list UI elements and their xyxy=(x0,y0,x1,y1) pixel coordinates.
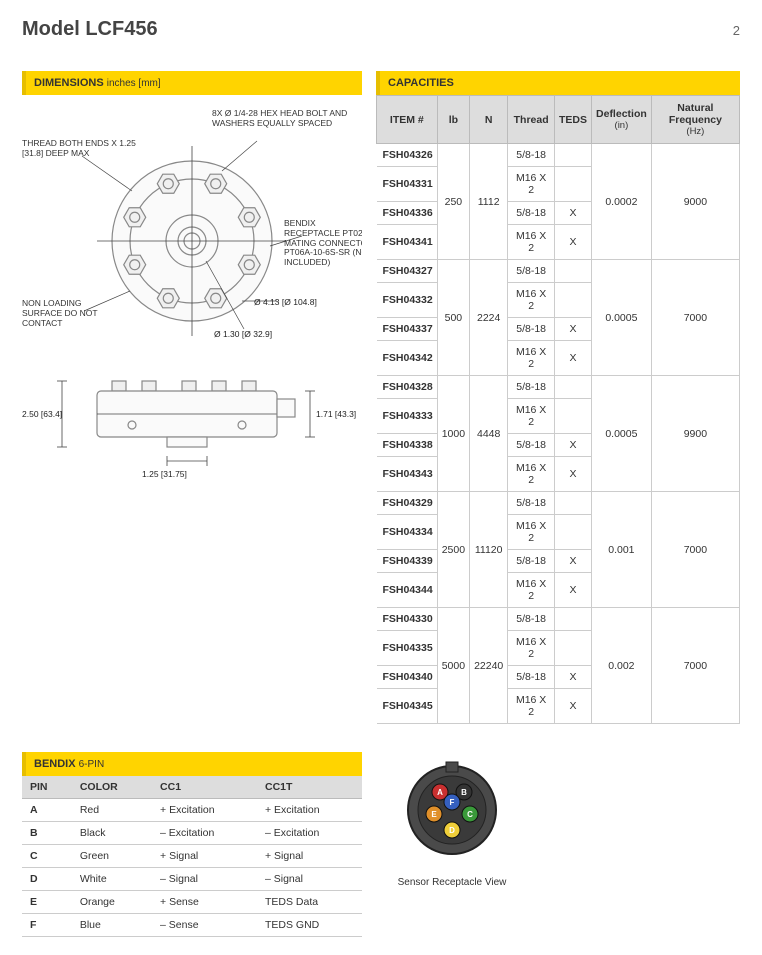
th-cc1: CC1 xyxy=(152,776,257,799)
th-teds: TEDS xyxy=(555,96,592,144)
svg-text:A: A xyxy=(437,788,443,797)
th-cc1t: CC1T xyxy=(257,776,362,799)
dim-h-boss: 1.25 [31.75] xyxy=(142,469,187,479)
capacities-title: CAPACITIES xyxy=(388,77,454,89)
th-color: COLOR xyxy=(72,776,152,799)
th-n: N xyxy=(470,96,508,144)
table-row: FBlue– SenseTEDS GND xyxy=(22,914,362,937)
dimensions-drawing: 8X Ø 1/4-28 HEX HEAD BOLT AND WASHERS EQ… xyxy=(22,101,362,524)
callout-bolts: 8X Ø 1/4-28 HEX HEAD BOLT AND WASHERS EQ… xyxy=(212,109,362,129)
th-freq: Natural Frequency(Hz) xyxy=(651,96,739,144)
table-row: BBlack– Excitation– Excitation xyxy=(22,822,362,845)
dim-h-body: 1.71 [43.3] xyxy=(316,409,356,419)
table-row: FSH043305000222405/8-180.0027000 xyxy=(377,608,740,631)
bendix-table: PIN COLOR CC1 CC1T ARed+ Excitation+ Exc… xyxy=(22,776,362,937)
capacities-table: ITEM # lb N Thread TEDS Deflection(in) N… xyxy=(376,95,740,724)
model-title: Model LCF456 xyxy=(22,18,158,41)
bendix-header: BENDIX 6-PIN xyxy=(22,752,362,776)
table-row: DWhite– Signal– Signal xyxy=(22,868,362,891)
svg-text:C: C xyxy=(467,810,473,819)
callout-thread: THREAD BOTH ENDS X 1.25 [31.8] DEEP MAX xyxy=(22,139,142,159)
callout-nonload: NON LOADING SURFACE DO NOT CONTACT xyxy=(22,299,112,328)
table-row: CGreen+ Signal+ Signal xyxy=(22,845,362,868)
svg-text:E: E xyxy=(431,810,437,819)
table-row: EOrange+ SenseTEDS Data xyxy=(22,891,362,914)
dimensions-header: DIMENSIONS inches [mm] xyxy=(22,71,362,95)
table-row: FSH0432625011125/8-180.00029000 xyxy=(377,144,740,167)
svg-text:F: F xyxy=(450,798,455,807)
table-row: FSH04328100044485/8-180.00059900 xyxy=(377,376,740,399)
table-row: FSH0432750022245/8-180.00057000 xyxy=(377,260,740,283)
th-lb: lb xyxy=(437,96,469,144)
dimensions-title: DIMENSIONS xyxy=(34,77,104,89)
capacities-header: CAPACITIES xyxy=(376,71,740,95)
th-thread: Thread xyxy=(508,96,555,144)
svg-text:B: B xyxy=(461,788,467,797)
dimensions-subtitle: inches [mm] xyxy=(107,78,161,89)
callout-bendix: BENDIX RECEPTACLE PT02E MATING CONNECTOR… xyxy=(284,219,362,268)
bendix-subtitle: 6-PIN xyxy=(79,759,105,770)
th-pin: PIN xyxy=(22,776,72,799)
bendix-title: BENDIX xyxy=(34,758,76,770)
th-defl: Deflection(in) xyxy=(592,96,652,144)
table-row: ARed+ Excitation+ Excitation xyxy=(22,799,362,822)
dim-h-total: 2.50 [63.4] xyxy=(22,409,62,419)
page-number: 2 xyxy=(733,23,740,38)
receptacle-diagram: A B C D E F Sensor Receptacle View xyxy=(392,752,512,937)
callout-dia-inner: Ø 1.30 [Ø 32.9] xyxy=(214,329,272,339)
table-row: FSH043292500111205/8-180.0017000 xyxy=(377,492,740,515)
receptacle-label: Sensor Receptacle View xyxy=(392,877,512,888)
svg-text:D: D xyxy=(449,826,455,835)
callout-dia-outer: Ø 4.13 [Ø 104.8] xyxy=(254,297,317,307)
th-item: ITEM # xyxy=(377,96,438,144)
